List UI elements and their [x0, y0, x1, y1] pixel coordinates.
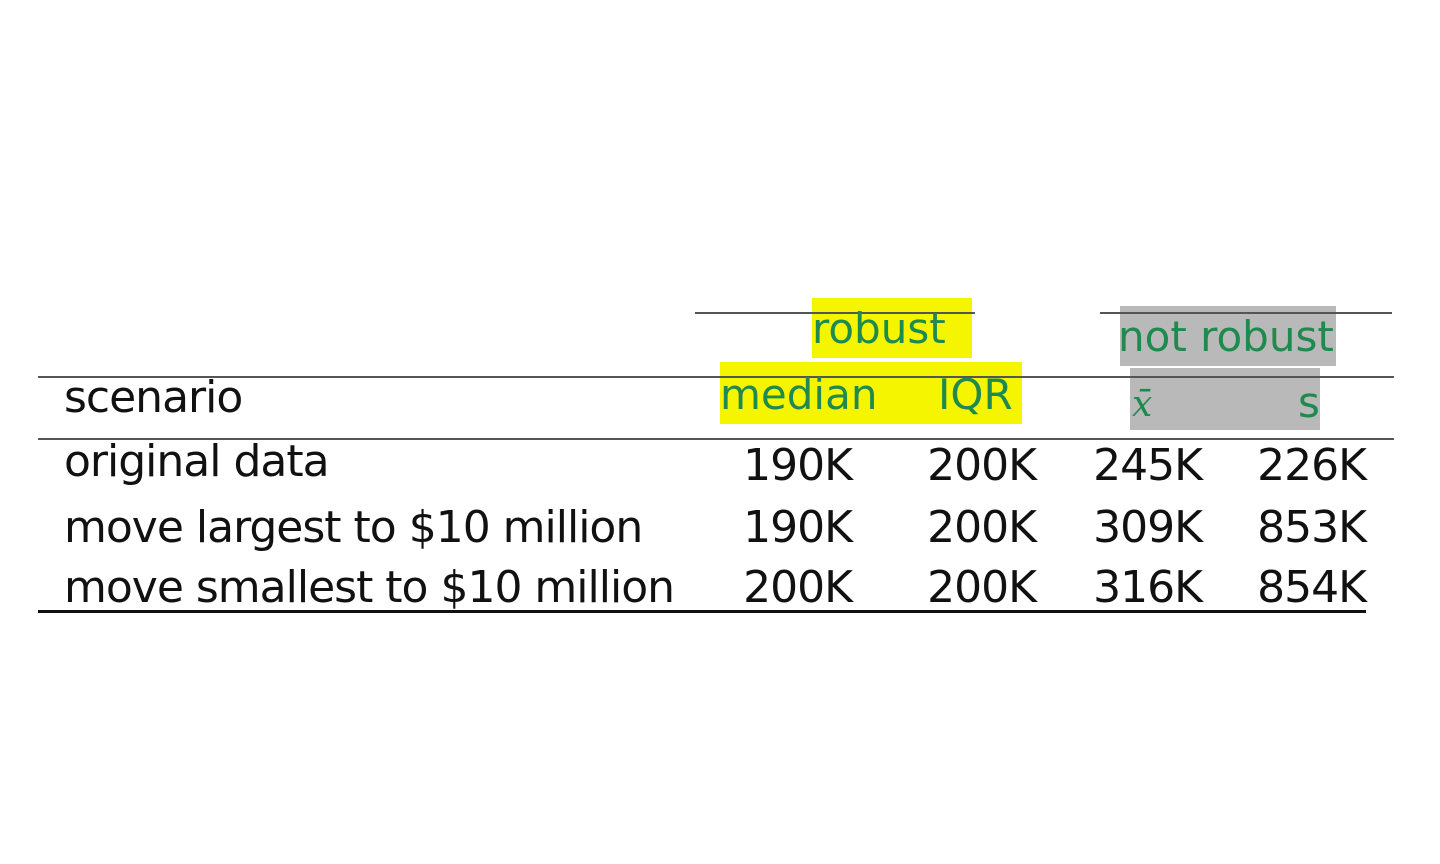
mean-column-header: x̄ [1132, 384, 1153, 425]
robust-group-rule [695, 312, 975, 314]
row-move-largest-sd: 853K [1257, 502, 1367, 553]
row-original-data-iqr: 200K [927, 440, 1037, 491]
row-move-largest-label: move largest to $10 million [64, 502, 643, 553]
header-top-rule [38, 376, 1394, 378]
median-column-header: median [720, 370, 878, 419]
not-robust-group-header: not robust [1118, 312, 1334, 361]
row-move-largest-mean: 309K [1093, 502, 1203, 553]
row-move-smallest-mean: 316K [1093, 562, 1203, 613]
robust-group-highlight [812, 298, 972, 358]
row-move-largest-iqr: 200K [927, 502, 1037, 553]
row-original-data-label: original data [64, 436, 330, 487]
row-original-data-sd: 226K [1257, 440, 1367, 491]
robust-group-header: robust [812, 304, 946, 353]
robust-columns-highlight [720, 362, 1022, 424]
sd-column-header: s [1298, 378, 1320, 427]
not-robust-group-rule [1100, 312, 1392, 314]
row-move-smallest-median: 200K [743, 562, 853, 613]
not-robust-columns-highlight [1130, 368, 1320, 430]
row-original-data-median: 190K [743, 440, 853, 491]
iqr-column-header: IQR [938, 370, 1013, 419]
scenario-column-header: scenario [64, 372, 243, 423]
row-move-smallest-iqr: 200K [927, 562, 1037, 613]
table-bottom-rule [38, 610, 1366, 613]
row-original-data-mean: 245K [1093, 440, 1203, 491]
row-move-smallest-label: move smallest to $10 million [64, 562, 675, 613]
row-move-smallest-sd: 854K [1257, 562, 1367, 613]
row-move-largest-median: 190K [743, 502, 853, 553]
not-robust-group-highlight [1120, 306, 1336, 366]
header-bottom-rule [38, 438, 1394, 440]
